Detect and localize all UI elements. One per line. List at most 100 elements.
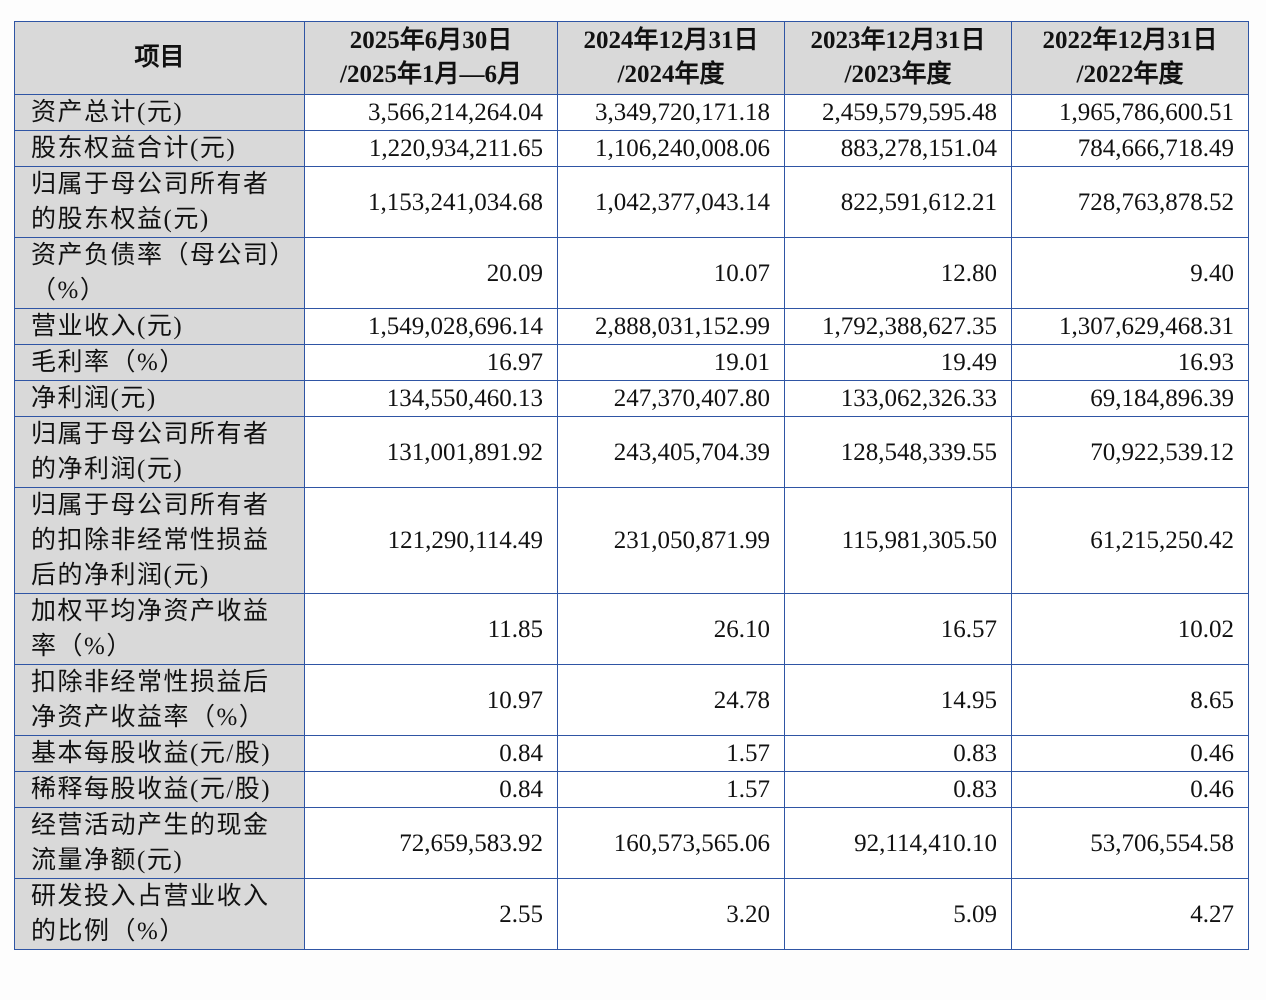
value-cell: 128,548,339.55	[784, 416, 1012, 488]
table-row: 净利润(元) 134,550,460.13 247,370,407.80 133,06…	[14, 380, 1249, 417]
value-cell: 2,459,579,595.48	[784, 94, 1012, 131]
row-label: 扣除非经常性损益后净资产收益率（%）	[14, 664, 305, 736]
value-cell: 231,050,871.99	[557, 487, 785, 594]
value-cell: 0.84	[304, 735, 558, 772]
value-cell: 8.65	[1011, 664, 1249, 736]
value-cell: 2,888,031,152.99	[557, 308, 785, 345]
value-cell: 72,659,583.92	[304, 807, 558, 879]
value-cell: 728,763,878.52	[1011, 166, 1249, 238]
value-cell: 9.40	[1011, 237, 1249, 309]
value-cell: 19.01	[557, 344, 785, 381]
value-cell: 0.83	[784, 735, 1012, 772]
value-cell: 11.85	[304, 593, 558, 665]
table-row: 扣除非经常性损益后净资产收益率（%） 10.97 24.78 14.95 8.65	[14, 664, 1249, 736]
value-cell: 3,566,214,264.04	[304, 94, 558, 131]
table-row: 加权平均净资产收益率（%） 11.85 26.10 16.57 10.02	[14, 593, 1249, 665]
table-row: 稀释每股收益(元/股) 0.84 1.57 0.83 0.46	[14, 771, 1249, 808]
value-cell: 0.84	[304, 771, 558, 808]
row-label: 加权平均净资产收益率（%）	[14, 593, 305, 665]
header-period-date: 2024年12月31日	[583, 27, 759, 54]
table-body: 资产总计(元) 3,566,214,264.04 3,349,720,171.18 2…	[14, 94, 1249, 950]
header-period-range: /2023年度	[844, 61, 952, 88]
value-cell: 822,591,612.21	[784, 166, 1012, 238]
table-row: 基本每股收益(元/股) 0.84 1.57 0.83 0.46	[14, 735, 1249, 772]
header-item-label: 项目	[134, 44, 185, 71]
header-period: 2023年12月31日 /2023年度	[784, 21, 1012, 95]
value-cell: 131,001,891.92	[304, 416, 558, 488]
table-row: 归属于母公司所有者的股东权益(元) 1,153,241,034.68 1,042,3…	[14, 166, 1249, 238]
table-row: 资产总计(元) 3,566,214,264.04 3,349,720,171.18 2…	[14, 94, 1249, 131]
header-period-range: /2025年1月—6月	[340, 61, 522, 88]
row-label: 稀释每股收益(元/股)	[14, 771, 305, 808]
financial-summary-table: 项目 2025年6月30日 /2025年1月—6月 2024年12月31日 /2…	[14, 21, 1249, 950]
value-cell: 0.46	[1011, 771, 1249, 808]
value-cell: 1.57	[557, 771, 785, 808]
value-cell: 1,042,377,043.14	[557, 166, 785, 238]
value-cell: 243,405,704.39	[557, 416, 785, 488]
value-cell: 53,706,554.58	[1011, 807, 1249, 879]
header-period-range: /2024年度	[617, 61, 725, 88]
value-cell: 16.57	[784, 593, 1012, 665]
table-row: 资产负债率（母公司）（%） 20.09 10.07 12.80 9.40	[14, 237, 1249, 309]
row-label: 基本每股收益(元/股)	[14, 735, 305, 772]
value-cell: 16.93	[1011, 344, 1249, 381]
row-label: 资产总计(元)	[14, 94, 305, 131]
header-period-date: 2023年12月31日	[810, 27, 986, 54]
value-cell: 3,349,720,171.18	[557, 94, 785, 131]
value-cell: 784,666,718.49	[1011, 130, 1249, 167]
row-label: 归属于母公司所有者的净利润(元)	[14, 416, 305, 488]
value-cell: 115,981,305.50	[784, 487, 1012, 594]
row-label: 经营活动产生的现金流量净额(元)	[14, 807, 305, 879]
row-label: 研发投入占营业收入的比例（%）	[14, 878, 305, 950]
value-cell: 10.97	[304, 664, 558, 736]
value-cell: 10.07	[557, 237, 785, 309]
value-cell: 1,153,241,034.68	[304, 166, 558, 238]
value-cell: 24.78	[557, 664, 785, 736]
value-cell: 4.27	[1011, 878, 1249, 950]
row-label: 毛利率（%）	[14, 344, 305, 381]
value-cell: 1.57	[557, 735, 785, 772]
row-label: 营业收入(元)	[14, 308, 305, 345]
value-cell: 134,550,460.13	[304, 380, 558, 417]
value-cell: 0.83	[784, 771, 1012, 808]
value-cell: 1,220,934,211.65	[304, 130, 558, 167]
value-cell: 16.97	[304, 344, 558, 381]
value-cell: 883,278,151.04	[784, 130, 1012, 167]
value-cell: 12.80	[784, 237, 1012, 309]
header-item: 项目	[14, 21, 305, 95]
row-label: 资产负债率（母公司）（%）	[14, 237, 305, 309]
table-row: 归属于母公司所有者的净利润(元) 131,001,891.92 243,405,70…	[14, 416, 1249, 488]
value-cell: 10.02	[1011, 593, 1249, 665]
row-label: 归属于母公司所有者的扣除非经常性损益后的净利润(元)	[14, 487, 305, 594]
table-row: 归属于母公司所有者的扣除非经常性损益后的净利润(元) 121,290,114.49…	[14, 487, 1249, 594]
header-period-range: /2022年度	[1076, 61, 1184, 88]
value-cell: 3.20	[557, 878, 785, 950]
value-cell: 61,215,250.42	[1011, 487, 1249, 594]
value-cell: 1,307,629,468.31	[1011, 308, 1249, 345]
table-row: 研发投入占营业收入的比例（%） 2.55 3.20 5.09 4.27	[14, 878, 1249, 950]
value-cell: 1,106,240,008.06	[557, 130, 785, 167]
value-cell: 19.49	[784, 344, 1012, 381]
value-cell: 70,922,539.12	[1011, 416, 1249, 488]
value-cell: 1,549,028,696.14	[304, 308, 558, 345]
value-cell: 20.09	[304, 237, 558, 309]
header-period: 2024年12月31日 /2024年度	[557, 21, 785, 95]
value-cell: 14.95	[784, 664, 1012, 736]
value-cell: 26.10	[557, 593, 785, 665]
table-row: 毛利率（%） 16.97 19.01 19.49 16.93	[14, 344, 1249, 381]
header-period: 2022年12月31日 /2022年度	[1011, 21, 1249, 95]
table-header: 项目 2025年6月30日 /2025年1月—6月 2024年12月31日 /2…	[14, 21, 1249, 95]
row-label: 归属于母公司所有者的股东权益(元)	[14, 166, 305, 238]
value-cell: 160,573,565.06	[557, 807, 785, 879]
table-row: 营业收入(元) 1,549,028,696.14 2,888,031,152.99 1…	[14, 308, 1249, 345]
value-cell: 2.55	[304, 878, 558, 950]
value-cell: 5.09	[784, 878, 1012, 950]
value-cell: 69,184,896.39	[1011, 380, 1249, 417]
header-period: 2025年6月30日 /2025年1月—6月	[304, 21, 558, 95]
table-row: 经营活动产生的现金流量净额(元) 72,659,583.92 160,573,565…	[14, 807, 1249, 879]
table-row: 股东权益合计(元) 1,220,934,211.65 1,106,240,008.0…	[14, 130, 1249, 167]
value-cell: 121,290,114.49	[304, 487, 558, 594]
value-cell: 1,965,786,600.51	[1011, 94, 1249, 131]
header-period-date: 2025年6月30日	[349, 27, 513, 54]
